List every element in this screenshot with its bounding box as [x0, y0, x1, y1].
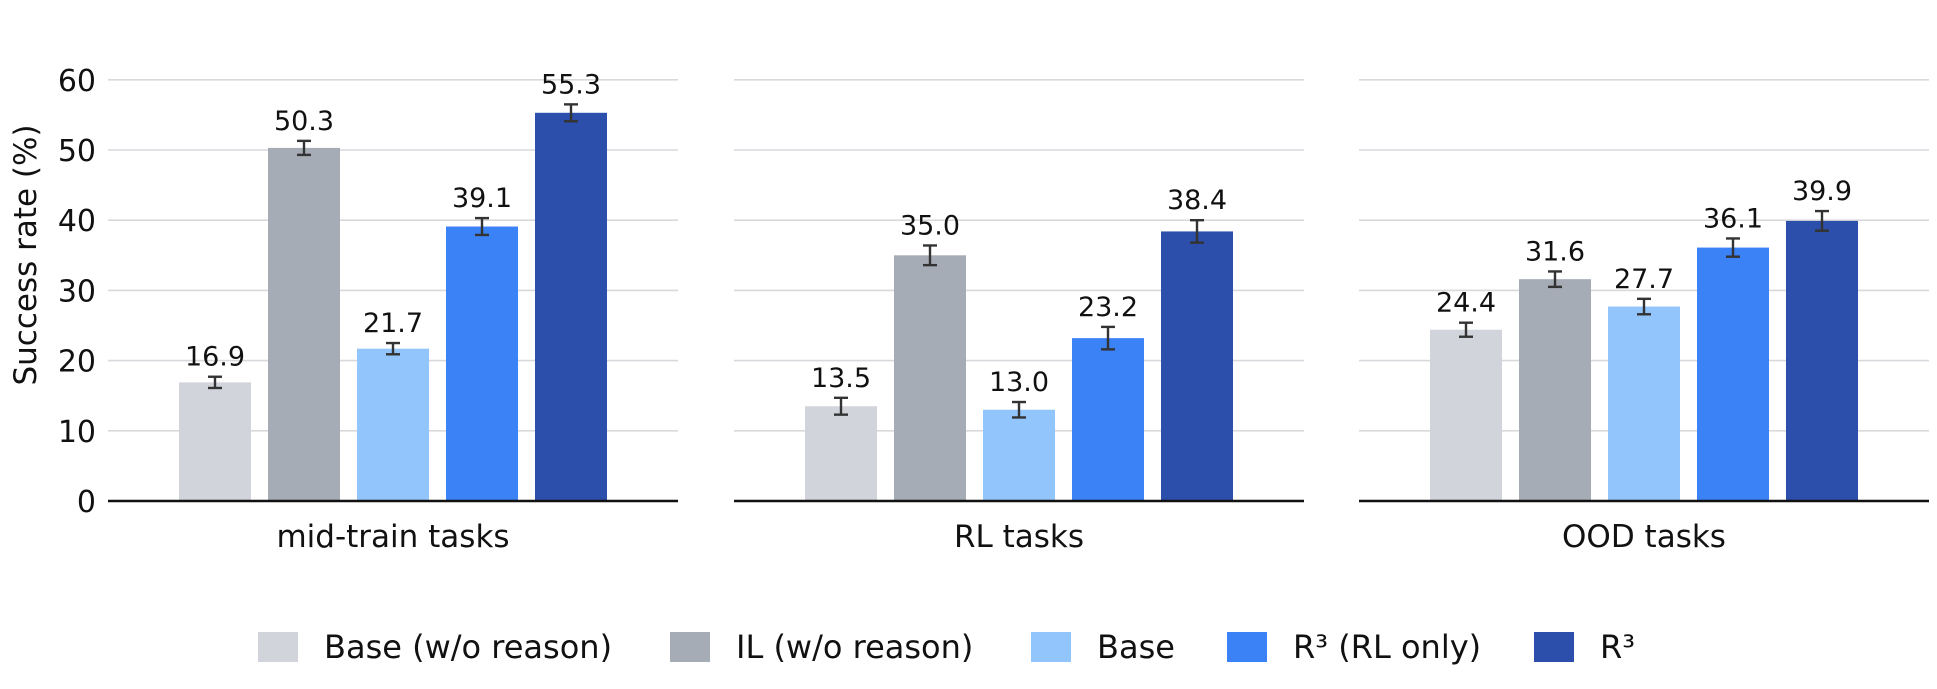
legend-swatch: [1227, 632, 1267, 662]
bar: [1430, 329, 1502, 501]
data-label: 38.4: [1167, 185, 1227, 216]
labels: 0 10 20 30 40 50 60 16.9 50.3 21.7 39.1 55.3 mid-tra…: [58, 64, 1852, 555]
y-tick-label: 40: [58, 204, 96, 239]
error-bar: [1101, 325, 1115, 351]
legend-item: Base: [1031, 628, 1175, 666]
data-label: 13.5: [811, 363, 871, 394]
error-bar: [923, 244, 937, 267]
y-tick-label: 60: [58, 64, 96, 99]
bar: [179, 382, 251, 501]
data-label: 39.9: [1792, 176, 1852, 207]
legend-label: R³: [1600, 628, 1635, 666]
bar: [268, 147, 340, 502]
legend-label: Base: [1097, 628, 1175, 666]
bars: [179, 103, 1858, 502]
error-bar: [1459, 321, 1473, 338]
error-bar: [475, 216, 489, 237]
bar: [894, 255, 966, 501]
error-bar: [1012, 400, 1026, 419]
legend: Base (w/o reason) IL (w/o reason) Base R³ (…: [258, 628, 1635, 666]
error-bar: [1726, 237, 1740, 258]
error-bar: [1190, 218, 1204, 244]
error-bar: [386, 341, 400, 356]
data-label: 27.7: [1614, 264, 1674, 295]
legend-item: IL (w/o reason): [670, 628, 973, 666]
legend-label: R³ (RL only): [1293, 628, 1481, 666]
data-label: 55.3: [541, 69, 601, 100]
y-tick-label: 10: [58, 415, 96, 450]
y-tick-label: 0: [77, 485, 96, 520]
data-label: 13.0: [989, 367, 1049, 398]
error-bar: [1815, 209, 1829, 232]
y-axis-label: Success rate (%): [8, 124, 44, 385]
bar: [1786, 220, 1858, 502]
data-label: 16.9: [185, 342, 245, 373]
panel-label: mid-train tasks: [276, 519, 509, 555]
bar: [1697, 247, 1769, 501]
error-bar: [564, 103, 578, 123]
y-tick-label: 30: [58, 274, 96, 309]
panel-label: RL tasks: [954, 519, 1084, 555]
bar: [1608, 306, 1680, 501]
bar: [1519, 279, 1591, 501]
data-label: 35.0: [900, 210, 960, 241]
error-bar: [1548, 270, 1562, 289]
error-bar: [834, 396, 848, 416]
error-bar: [297, 139, 311, 157]
legend-swatch: [1534, 632, 1574, 662]
legend-label: IL (w/o reason): [736, 628, 973, 666]
bar: [446, 226, 518, 501]
data-label: 23.2: [1078, 292, 1138, 323]
data-label: 24.4: [1436, 288, 1496, 319]
legend-swatch: [1031, 632, 1071, 662]
error-bar: [208, 375, 222, 390]
legend-item: R³ (RL only): [1227, 628, 1481, 666]
bar: [1161, 231, 1233, 501]
error-bar: [1637, 297, 1651, 316]
legend-swatch: [670, 632, 710, 662]
data-label: 31.6: [1525, 236, 1585, 267]
data-label: 36.1: [1703, 203, 1763, 234]
y-tick-label: 20: [58, 345, 96, 380]
panel-label: OOD tasks: [1562, 519, 1726, 555]
legend-label: Base (w/o reason): [324, 628, 612, 666]
legend-item: R³: [1534, 628, 1635, 666]
bar: [805, 406, 877, 501]
data-label: 50.3: [274, 106, 334, 137]
legend-item: Base (w/o reason): [258, 628, 612, 666]
legend-swatch: [258, 632, 298, 662]
bar: [983, 409, 1055, 501]
bar: [535, 112, 607, 501]
bar: [1072, 338, 1144, 501]
data-label: 21.7: [363, 308, 423, 339]
data-label: 39.1: [452, 183, 512, 214]
y-tick-label: 50: [58, 134, 96, 169]
bar: [357, 348, 429, 501]
